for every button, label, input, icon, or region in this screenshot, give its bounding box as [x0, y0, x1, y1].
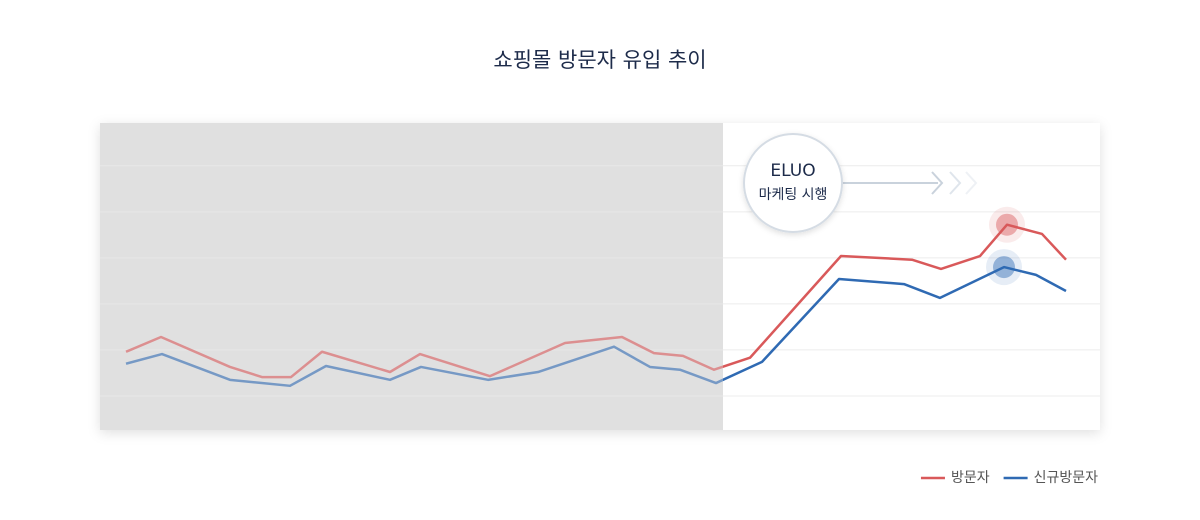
pre-period-shade [100, 123, 723, 430]
annotation-bubble [743, 133, 843, 233]
annotation-text: 마케팅 시행 [759, 187, 828, 203]
chart-title: 쇼핑몰 방문자 유입 추이 [493, 48, 706, 72]
highlight-point [993, 256, 1015, 279]
chevron [949, 171, 962, 195]
highlight-point [996, 213, 1018, 236]
highlight-halo [986, 249, 1022, 286]
highlight-halo [989, 206, 1025, 243]
legend-label: 신규방문자 [1034, 470, 1099, 486]
series-line [125, 265, 1067, 388]
annotation-title: ELUO [770, 161, 815, 181]
series-line [125, 223, 1067, 379]
chevron [965, 171, 978, 195]
pre-period-overlay [100, 123, 723, 430]
legend-label: 방문자 [951, 470, 990, 486]
chevron [931, 171, 944, 195]
